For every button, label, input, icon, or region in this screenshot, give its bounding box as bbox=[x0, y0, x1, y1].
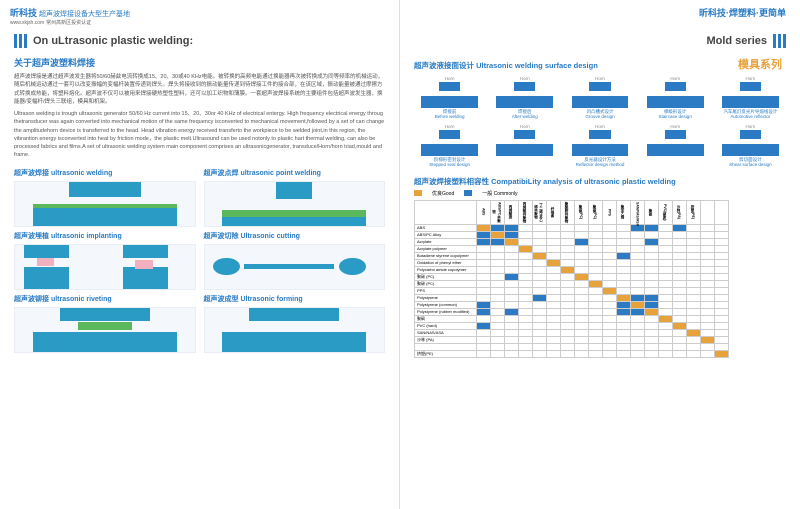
design-cell: Horn 阶梯形密封设计Stepped seal design bbox=[414, 124, 485, 168]
cell-riveting: 超声波铆接 ultrasonic riveting bbox=[14, 294, 196, 353]
table-row-header: Butadiene styrene copolymer bbox=[415, 252, 477, 259]
design-diagram bbox=[489, 82, 560, 108]
compat-table: ABSABS/PC共聚物丙烯酸类丙烯酸共聚物丁二烯-苯乙烯共聚物纤维素聚酰胺共聚… bbox=[414, 200, 729, 358]
design-cell: Horn 凹凸槽式设计Groove design bbox=[564, 76, 635, 120]
cell-implanting: 超声波埋植 ultrasonic implanting bbox=[14, 231, 196, 290]
right-header: Mold series bbox=[414, 34, 786, 48]
design-diagram bbox=[715, 82, 786, 108]
table-row-header: Polystyrene (rubber modified) bbox=[415, 308, 477, 315]
table-row-header: 聚碳 (PC) bbox=[415, 273, 477, 280]
design-diagram bbox=[414, 82, 485, 108]
left-header-title: On uLtrasonic plastic welding: bbox=[33, 35, 193, 47]
table-row-header: ABS/PC Alloy bbox=[415, 231, 477, 238]
section-title-cn: 关于超声波塑料焊接 bbox=[14, 56, 385, 69]
table-row-header: 沙林 (PA) bbox=[415, 336, 477, 343]
design-cell: Horn 梯级形设计Staircase design bbox=[640, 76, 711, 120]
tagline: 昕科技·焊塑料·更简单 bbox=[699, 6, 786, 19]
brand-logo: 昕科技 超声波焊接设备大型生产基地 www.xkjsh.com 常州高新区投资认… bbox=[10, 6, 130, 26]
design-title: 超声波液接面设计 Ultrasonic welding surface desi… bbox=[414, 60, 598, 71]
design-diagram bbox=[414, 130, 485, 156]
cell-forming: 超声波成型 Ultrasonic forming bbox=[204, 294, 386, 353]
design-diagram bbox=[564, 130, 635, 156]
legend: 优良Good 一般 Commonly bbox=[414, 190, 786, 197]
swatch-common bbox=[464, 190, 472, 196]
diagram-riveting bbox=[14, 307, 196, 353]
table-row-header: Polycarbo amide copolymer bbox=[415, 266, 477, 273]
table-row-header: Acrylate polymer bbox=[415, 245, 477, 252]
cell-welding: 超声波焊接 ultrasonic welding bbox=[14, 168, 196, 227]
design-diagram bbox=[564, 82, 635, 108]
table-row-header: 聚砜 bbox=[415, 315, 477, 322]
table-row-header: PPS bbox=[415, 287, 477, 294]
table-row-header: Polystyrene (common) bbox=[415, 301, 477, 308]
table-row-header: SAN/NAS/ASA bbox=[415, 329, 477, 336]
table-row-header: 挤塑(PE) bbox=[415, 350, 477, 357]
diagram-cutting bbox=[204, 244, 386, 290]
design-grid: Horn 焊接前Before weldingHorn 焊接后After weld… bbox=[414, 76, 786, 168]
diagram-implanting bbox=[14, 244, 196, 290]
left-header: On uLtrasonic plastic welding: bbox=[14, 34, 385, 48]
table-row-header: Oxidation of phenyl ether bbox=[415, 259, 477, 266]
design-diagram bbox=[715, 130, 786, 156]
table-row-header: ABS bbox=[415, 224, 477, 231]
mold-series-cn: 模具系列 bbox=[738, 56, 782, 72]
design-diagram bbox=[640, 130, 711, 156]
right-header-title: Mold series bbox=[706, 35, 767, 47]
process-grid: 超声波焊接 ultrasonic welding 超声波点焊 ultrasoni… bbox=[14, 168, 385, 353]
table-row-header: Acrylate bbox=[415, 238, 477, 245]
right-page: 昕科技·焊塑料·更简单 Mold series 超声波液接面设计 Ultraso… bbox=[400, 0, 800, 509]
body-cn: 超声波焊接是通过超声波发生器将50/60赫兹电流转换成15、20、30或40 K… bbox=[14, 73, 385, 106]
body-en: Ultrason welding is trough ultrasonic ge… bbox=[14, 110, 385, 160]
diagram-forming bbox=[204, 307, 386, 353]
design-cell: Horn 汽车尾灯反光片导熔线设计Automotive reflector bbox=[715, 76, 786, 120]
table-row-header: 聚碳 (PC) bbox=[415, 280, 477, 287]
diagram-welding bbox=[14, 181, 196, 227]
design-cell: Horn bbox=[489, 124, 560, 168]
table-row-header: Polystyrene bbox=[415, 294, 477, 301]
design-cell: Horn 焊接前Before welding bbox=[414, 76, 485, 120]
left-page: 昕科技 超声波焊接设备大型生产基地 www.xkjsh.com 常州高新区投资认… bbox=[0, 0, 400, 509]
design-cell: Horn 反光器设计方法Reflector design method bbox=[564, 124, 635, 168]
cell-cutting: 超声波切除 Ultrasonic cutting bbox=[204, 231, 386, 290]
design-cell: Horn 焊接后After welding bbox=[489, 76, 560, 120]
compat-title: 超声波焊接塑料相容性 CompatibiLity analysis of ult… bbox=[414, 176, 786, 187]
cell-point-welding: 超声波点焊 ultrasonic point welding bbox=[204, 168, 386, 227]
swatch-good bbox=[414, 190, 422, 196]
table-row-header bbox=[415, 343, 477, 350]
diagram-point-welding bbox=[204, 181, 386, 227]
design-cell: Horn 剪切面设计Shear surface design bbox=[715, 124, 786, 168]
design-cell: Horn bbox=[640, 124, 711, 168]
design-diagram bbox=[640, 82, 711, 108]
design-diagram bbox=[489, 130, 560, 156]
table-row-header: PVC (hard) bbox=[415, 322, 477, 329]
